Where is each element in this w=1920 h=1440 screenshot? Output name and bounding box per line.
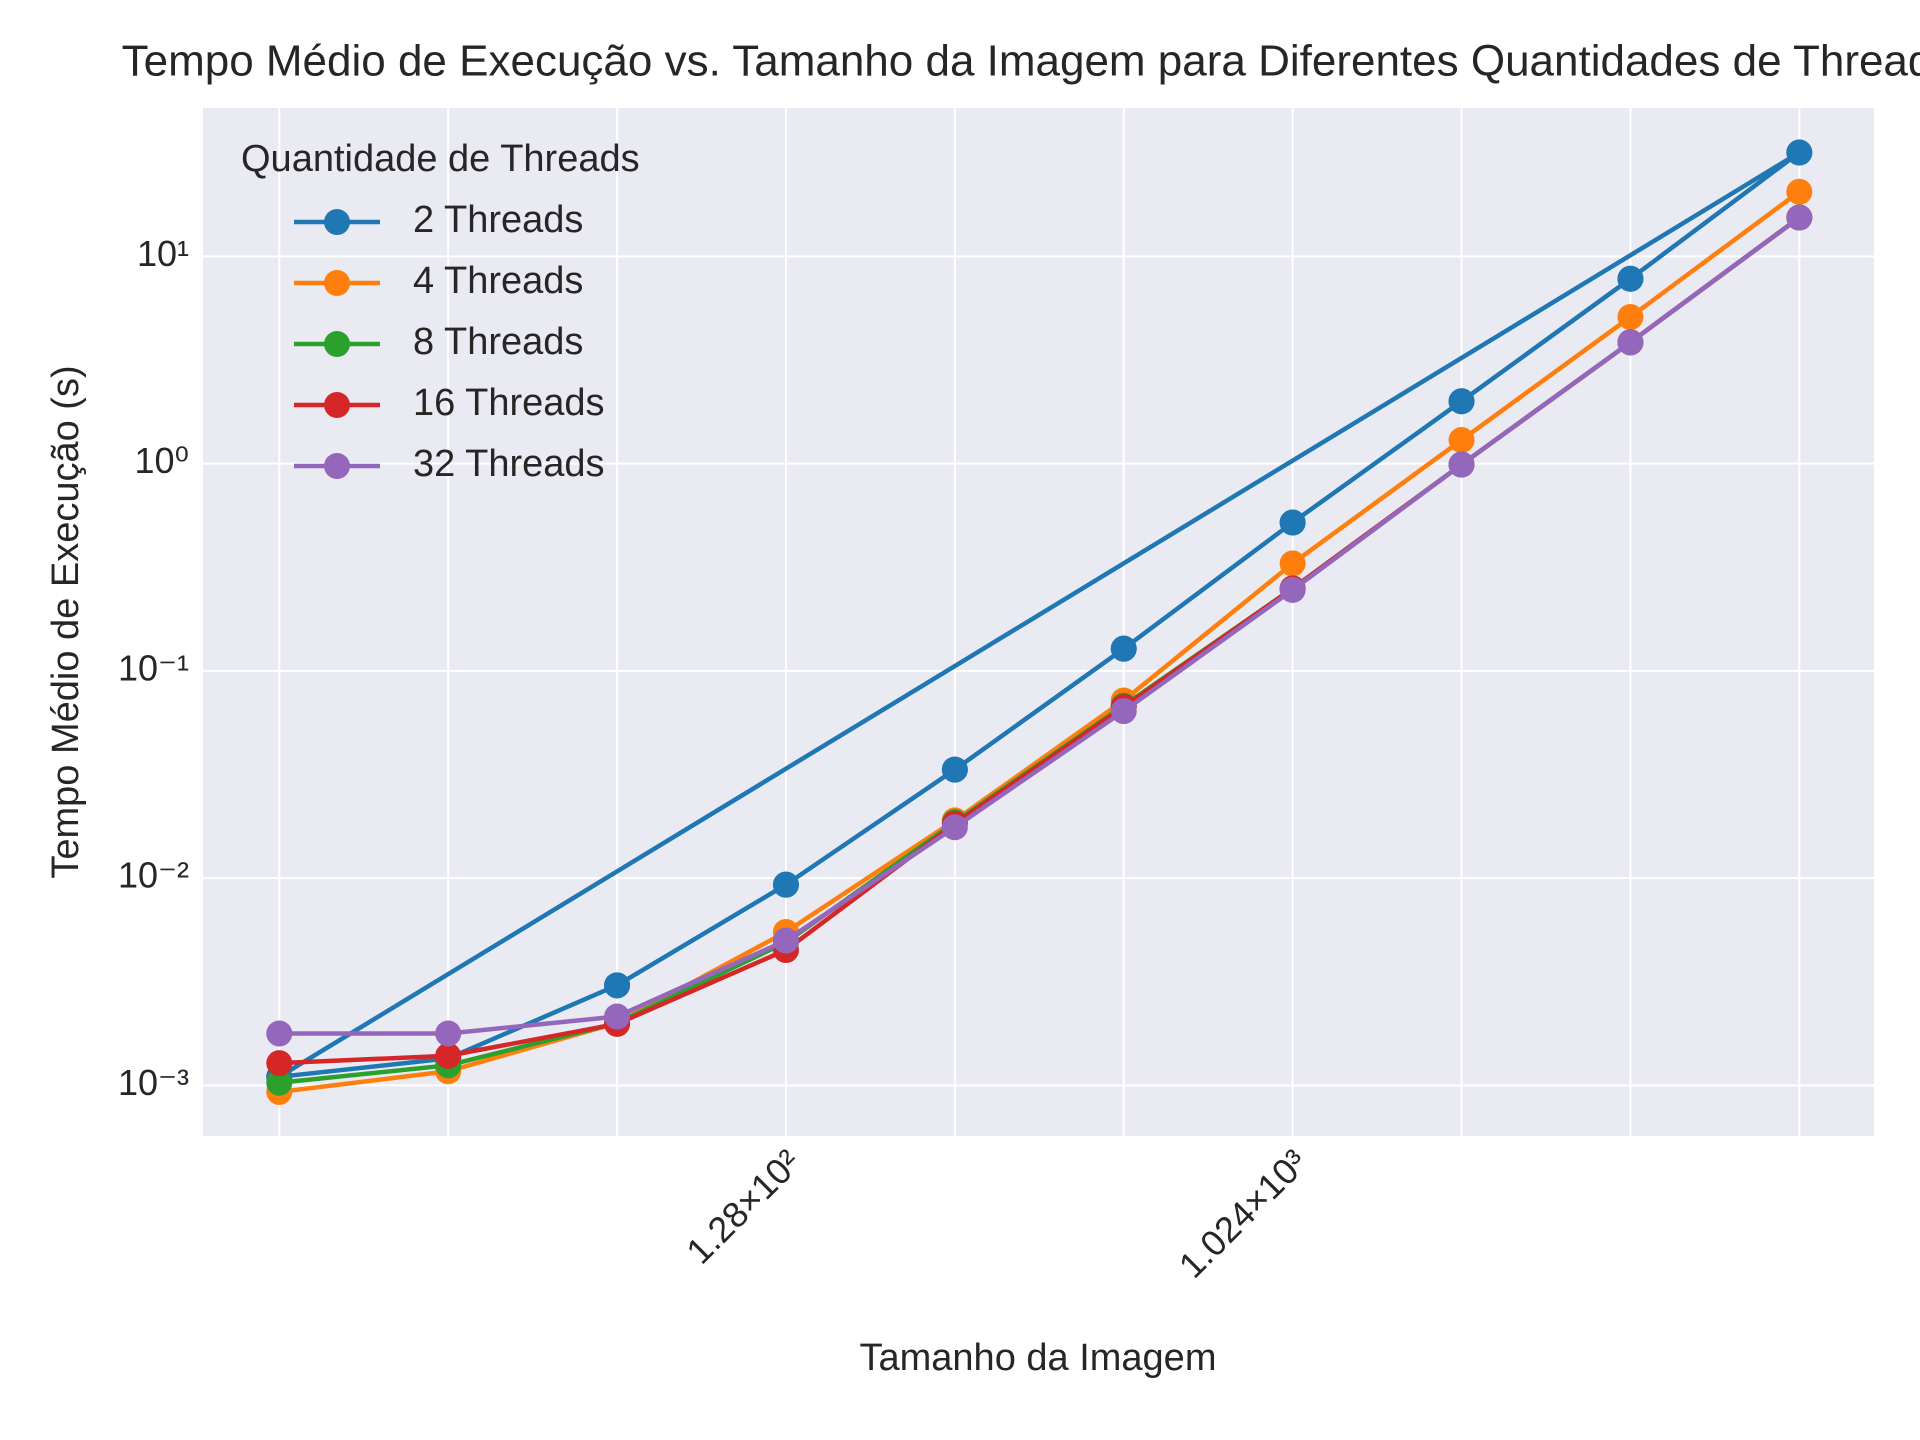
lines — [266, 139, 1813, 1105]
x-axis-label: Tamanho da Imagem — [860, 1337, 1217, 1379]
marker — [1279, 576, 1306, 603]
marker — [772, 871, 799, 898]
marker — [1279, 550, 1306, 577]
marker — [1617, 304, 1644, 331]
marker — [266, 1050, 293, 1077]
y-tick-label: 10¹ — [137, 233, 189, 274]
y-axis-label: Tempo Médio de Execução (s) — [45, 365, 87, 878]
y-tick-label: 10⁻³ — [118, 1062, 189, 1103]
legend-marker — [324, 392, 350, 418]
marker — [1786, 178, 1813, 205]
legend-marker — [324, 270, 350, 296]
marker — [1448, 388, 1475, 415]
marker — [1617, 329, 1644, 356]
series-line — [279, 215, 1801, 1036]
marker — [604, 1003, 631, 1030]
legend-marker — [324, 453, 350, 479]
legend-label: 16 Threads — [413, 382, 605, 424]
legend-label: 32 Threads — [413, 443, 605, 485]
y-tick-label: 10⁰ — [135, 440, 189, 481]
x-tick-label: 1.28×10² — [678, 1141, 808, 1271]
legend-label: 4 Threads — [413, 260, 583, 302]
marker — [1279, 509, 1306, 536]
marker — [266, 1020, 293, 1047]
y-tick-label: 10⁻¹ — [118, 647, 189, 688]
plot-area — [203, 108, 1874, 1136]
legend-label: 8 Threads — [413, 321, 583, 363]
chart-title: Tempo Médio de Execução vs. Tamanho da I… — [122, 37, 1920, 86]
series-line — [277, 150, 1802, 1080]
legend: Quantidade de Threads 2 Threads 4 Threads 8… — [241, 138, 640, 485]
marker — [941, 756, 968, 783]
marker — [1448, 427, 1475, 454]
marker — [1786, 139, 1813, 166]
marker — [1110, 698, 1137, 725]
legend-marker — [324, 331, 350, 357]
marker — [1448, 451, 1475, 478]
legend-marker — [324, 209, 350, 235]
legend-label: 2 Threads — [413, 199, 583, 241]
legend-title: Quantidade de Threads — [241, 138, 640, 180]
marker — [941, 814, 968, 841]
marker — [435, 1042, 462, 1069]
x-tick-label: 1.024×10³ — [1171, 1141, 1315, 1285]
marker — [772, 927, 799, 954]
marker — [1617, 265, 1644, 292]
marker — [266, 1069, 293, 1096]
marker — [1786, 204, 1813, 231]
marker — [435, 1020, 462, 1047]
marker — [604, 972, 631, 999]
y-tick-label: 10⁻² — [118, 855, 189, 896]
series-line — [278, 189, 1801, 1095]
marker — [1110, 635, 1137, 662]
